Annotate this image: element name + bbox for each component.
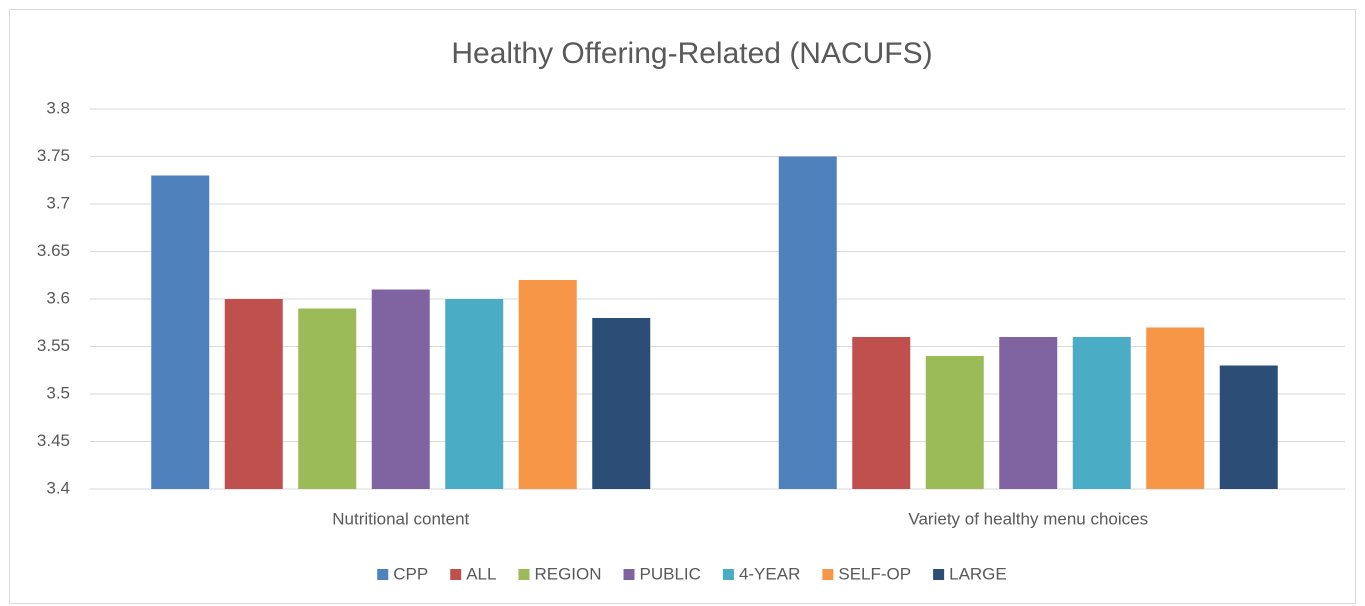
legend-swatch bbox=[450, 569, 462, 580]
y-tick-label: 3.65 bbox=[37, 241, 70, 260]
bar bbox=[999, 337, 1058, 489]
y-tick-label: 3.6 bbox=[46, 288, 70, 307]
bar bbox=[1146, 327, 1205, 489]
x-tick-label: Variety of healthy menu choices bbox=[908, 509, 1148, 528]
legend-label: SELF-OP bbox=[838, 564, 911, 583]
x-tick-label: Nutritional content bbox=[332, 509, 469, 528]
bar bbox=[445, 299, 504, 489]
legend-swatch bbox=[822, 569, 834, 580]
y-tick-label: 3.8 bbox=[46, 98, 70, 117]
bar bbox=[925, 356, 984, 489]
legend-swatch bbox=[722, 569, 734, 580]
y-tick-label: 3.4 bbox=[46, 478, 70, 497]
legend-label: 4-YEAR bbox=[739, 564, 800, 583]
bar bbox=[224, 299, 283, 489]
bar bbox=[778, 156, 837, 489]
bar bbox=[852, 337, 911, 489]
bar bbox=[298, 308, 357, 489]
bar bbox=[371, 289, 430, 489]
y-tick-label: 3.75 bbox=[37, 146, 70, 165]
y-tick-label: 3.45 bbox=[37, 431, 70, 450]
bar bbox=[151, 175, 210, 489]
bar bbox=[1072, 337, 1131, 489]
legend-label: PUBLIC bbox=[640, 564, 701, 583]
y-tick-label: 3.55 bbox=[37, 336, 70, 355]
legend-label: REGION bbox=[534, 564, 601, 583]
legend-swatch bbox=[518, 569, 530, 580]
legend-label: CPP bbox=[393, 564, 428, 583]
legend-swatch bbox=[377, 569, 389, 580]
y-tick-label: 3.7 bbox=[46, 193, 70, 212]
bar bbox=[1219, 365, 1278, 489]
legend-swatch bbox=[933, 569, 945, 580]
chart-border bbox=[9, 9, 1356, 604]
legend-label: LARGE bbox=[949, 564, 1007, 583]
bar bbox=[592, 318, 651, 489]
legend-label: ALL bbox=[466, 564, 496, 583]
legend-swatch bbox=[623, 569, 635, 580]
bar bbox=[518, 280, 577, 489]
y-tick-label: 3.5 bbox=[46, 383, 70, 402]
chart-title: Healthy Offering-Related (NACUFS) bbox=[451, 37, 932, 70]
